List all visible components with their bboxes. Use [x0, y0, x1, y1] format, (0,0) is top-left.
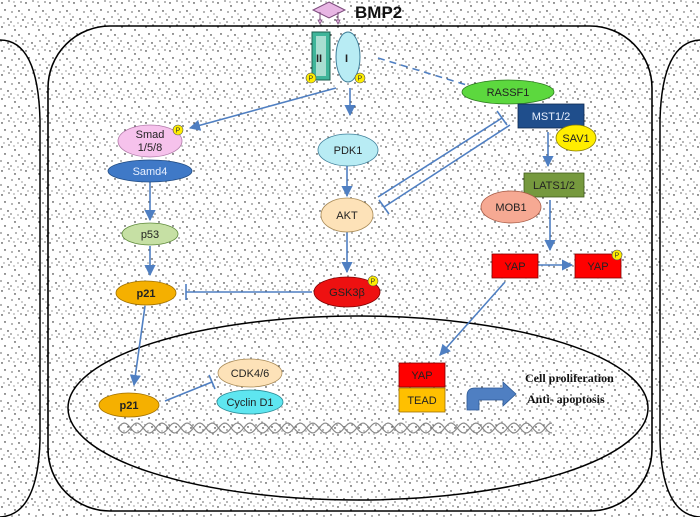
receptor-type-ii	[311, 31, 331, 81]
phospho-receptor-ii	[305, 72, 317, 84]
p21-nucleus-node	[98, 392, 160, 418]
p21-cytoplasm-node	[115, 280, 177, 306]
arrow-receptor-smad	[188, 87, 337, 131]
samd4-node	[107, 159, 193, 183]
phospho-smad	[172, 124, 184, 136]
phospho-receptor-i	[354, 72, 366, 84]
left-neighbor-cell	[0, 39, 41, 517]
outcome-anti-apoptosis: Anti- apoptosis	[527, 392, 605, 406]
lats12-label: LATS1/2	[533, 180, 575, 192]
lats12-node	[523, 172, 585, 198]
bmp2-label: BMP2	[355, 3, 402, 22]
phospho-gsk3b-label: P	[371, 279, 376, 286]
yap-phospho-label: YAP	[587, 261, 608, 273]
smad-label-line2: 1/5/8	[138, 142, 162, 154]
inhibit-akt-mst	[377, 117, 503, 198]
output-arrow	[466, 381, 517, 411]
yap-label: YAP	[504, 261, 525, 273]
receptor-i-label: I	[345, 53, 348, 65]
outcome-cell-proliferation: Cell proliferation	[525, 371, 614, 385]
cdk46-label: CDK4/6	[231, 368, 270, 380]
bmp2-ligand	[311, 1, 347, 25]
yap-nuclear-label: YAP	[411, 370, 432, 382]
inhibit-akt-mst-bar	[496, 110, 508, 126]
yap-nuclear-node	[398, 362, 446, 388]
smad-label-line1: Smad	[136, 129, 165, 141]
yap-node	[491, 253, 539, 279]
nucleus	[67, 315, 649, 501]
inhibit-mst-akt	[383, 124, 511, 208]
right-neighbor-cell	[659, 39, 700, 517]
phospho-smad-label: P	[176, 128, 181, 135]
pdk1-node	[317, 133, 379, 167]
rassf1-node	[461, 79, 555, 105]
gsk3b-node	[313, 276, 381, 308]
akt-node	[320, 197, 374, 233]
arrow-p21-nucleus	[129, 305, 146, 387]
mob1-node	[480, 190, 542, 224]
inhibit-p21-cdk	[164, 381, 213, 402]
inhibit-mst-akt-bar	[378, 199, 390, 215]
phospho-receptor-i-label: P	[358, 76, 363, 83]
mst12-label: MST1/2	[532, 111, 571, 123]
receptor-ii-label: II	[316, 53, 322, 65]
dashed-receptor-rassf1	[377, 57, 471, 87]
smad-node	[117, 124, 183, 158]
arrow-yap-nucleus	[439, 281, 506, 356]
phospho-yap-label: P	[615, 253, 620, 260]
sav1-node	[555, 124, 597, 152]
p53-node	[121, 222, 179, 246]
cell-membrane	[47, 25, 653, 512]
p53-label: p53	[141, 229, 159, 241]
receptor-type-i	[335, 31, 361, 83]
akt-label: AKT	[336, 210, 358, 222]
p21-cytoplasm-label: p21	[137, 288, 156, 300]
tead-node	[398, 387, 446, 413]
phospho-yap	[611, 249, 623, 261]
tead-label: TEAD	[407, 395, 436, 407]
cyclin-d1-label: Cyclin D1	[226, 397, 273, 409]
p21-nucleus-label: p21	[120, 400, 139, 412]
gsk3b-label: GSK3β	[329, 287, 365, 299]
phospho-receptor-ii-label: P	[309, 76, 314, 83]
sav1-label: SAV1	[562, 133, 589, 145]
pdk1-label: PDK1	[334, 145, 363, 157]
mst12-node	[517, 103, 585, 129]
samd4-label: Samd4	[133, 166, 168, 178]
dna-helix	[117, 422, 553, 434]
cyclin-d1-node	[216, 389, 284, 415]
cdk46-node	[217, 358, 283, 388]
inhibit-p21-cdk-bar	[208, 374, 216, 390]
phospho-gsk3b	[367, 275, 379, 287]
rassf1-label: RASSF1	[487, 87, 530, 99]
mob1-label: MOB1	[495, 202, 526, 214]
